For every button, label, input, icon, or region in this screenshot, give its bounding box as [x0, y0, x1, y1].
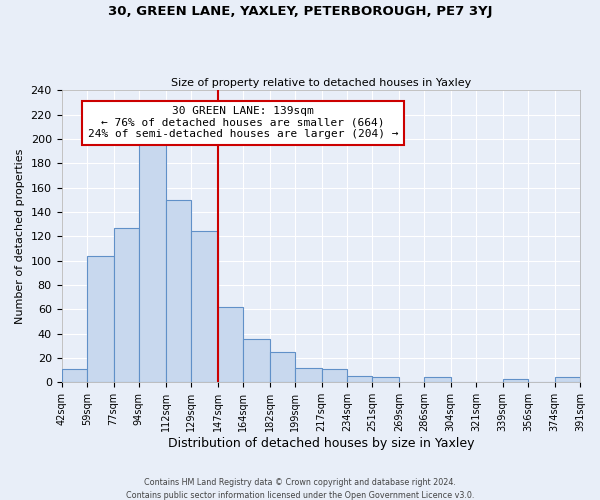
- Bar: [218, 307, 243, 382]
- Title: Size of property relative to detached houses in Yaxley: Size of property relative to detached ho…: [170, 78, 471, 88]
- Bar: [269, 352, 295, 382]
- Bar: [322, 369, 347, 382]
- Bar: [87, 256, 113, 382]
- Bar: [555, 378, 580, 382]
- Bar: [139, 142, 166, 382]
- Bar: [503, 378, 528, 382]
- Bar: [372, 378, 399, 382]
- Bar: [295, 368, 322, 382]
- Bar: [347, 376, 372, 382]
- Bar: [243, 338, 269, 382]
- Text: 30 GREEN LANE: 139sqm
← 76% of detached houses are smaller (664)
24% of semi-det: 30 GREEN LANE: 139sqm ← 76% of detached …: [88, 106, 398, 140]
- Bar: [113, 228, 139, 382]
- Y-axis label: Number of detached properties: Number of detached properties: [15, 148, 25, 324]
- Text: Contains HM Land Registry data © Crown copyright and database right 2024.
Contai: Contains HM Land Registry data © Crown c…: [126, 478, 474, 500]
- Bar: [424, 378, 451, 382]
- Text: 30, GREEN LANE, YAXLEY, PETERBOROUGH, PE7 3YJ: 30, GREEN LANE, YAXLEY, PETERBOROUGH, PE…: [108, 5, 492, 18]
- X-axis label: Distribution of detached houses by size in Yaxley: Distribution of detached houses by size …: [167, 437, 474, 450]
- Bar: [62, 369, 87, 382]
- Bar: [166, 200, 191, 382]
- Bar: [191, 232, 218, 382]
